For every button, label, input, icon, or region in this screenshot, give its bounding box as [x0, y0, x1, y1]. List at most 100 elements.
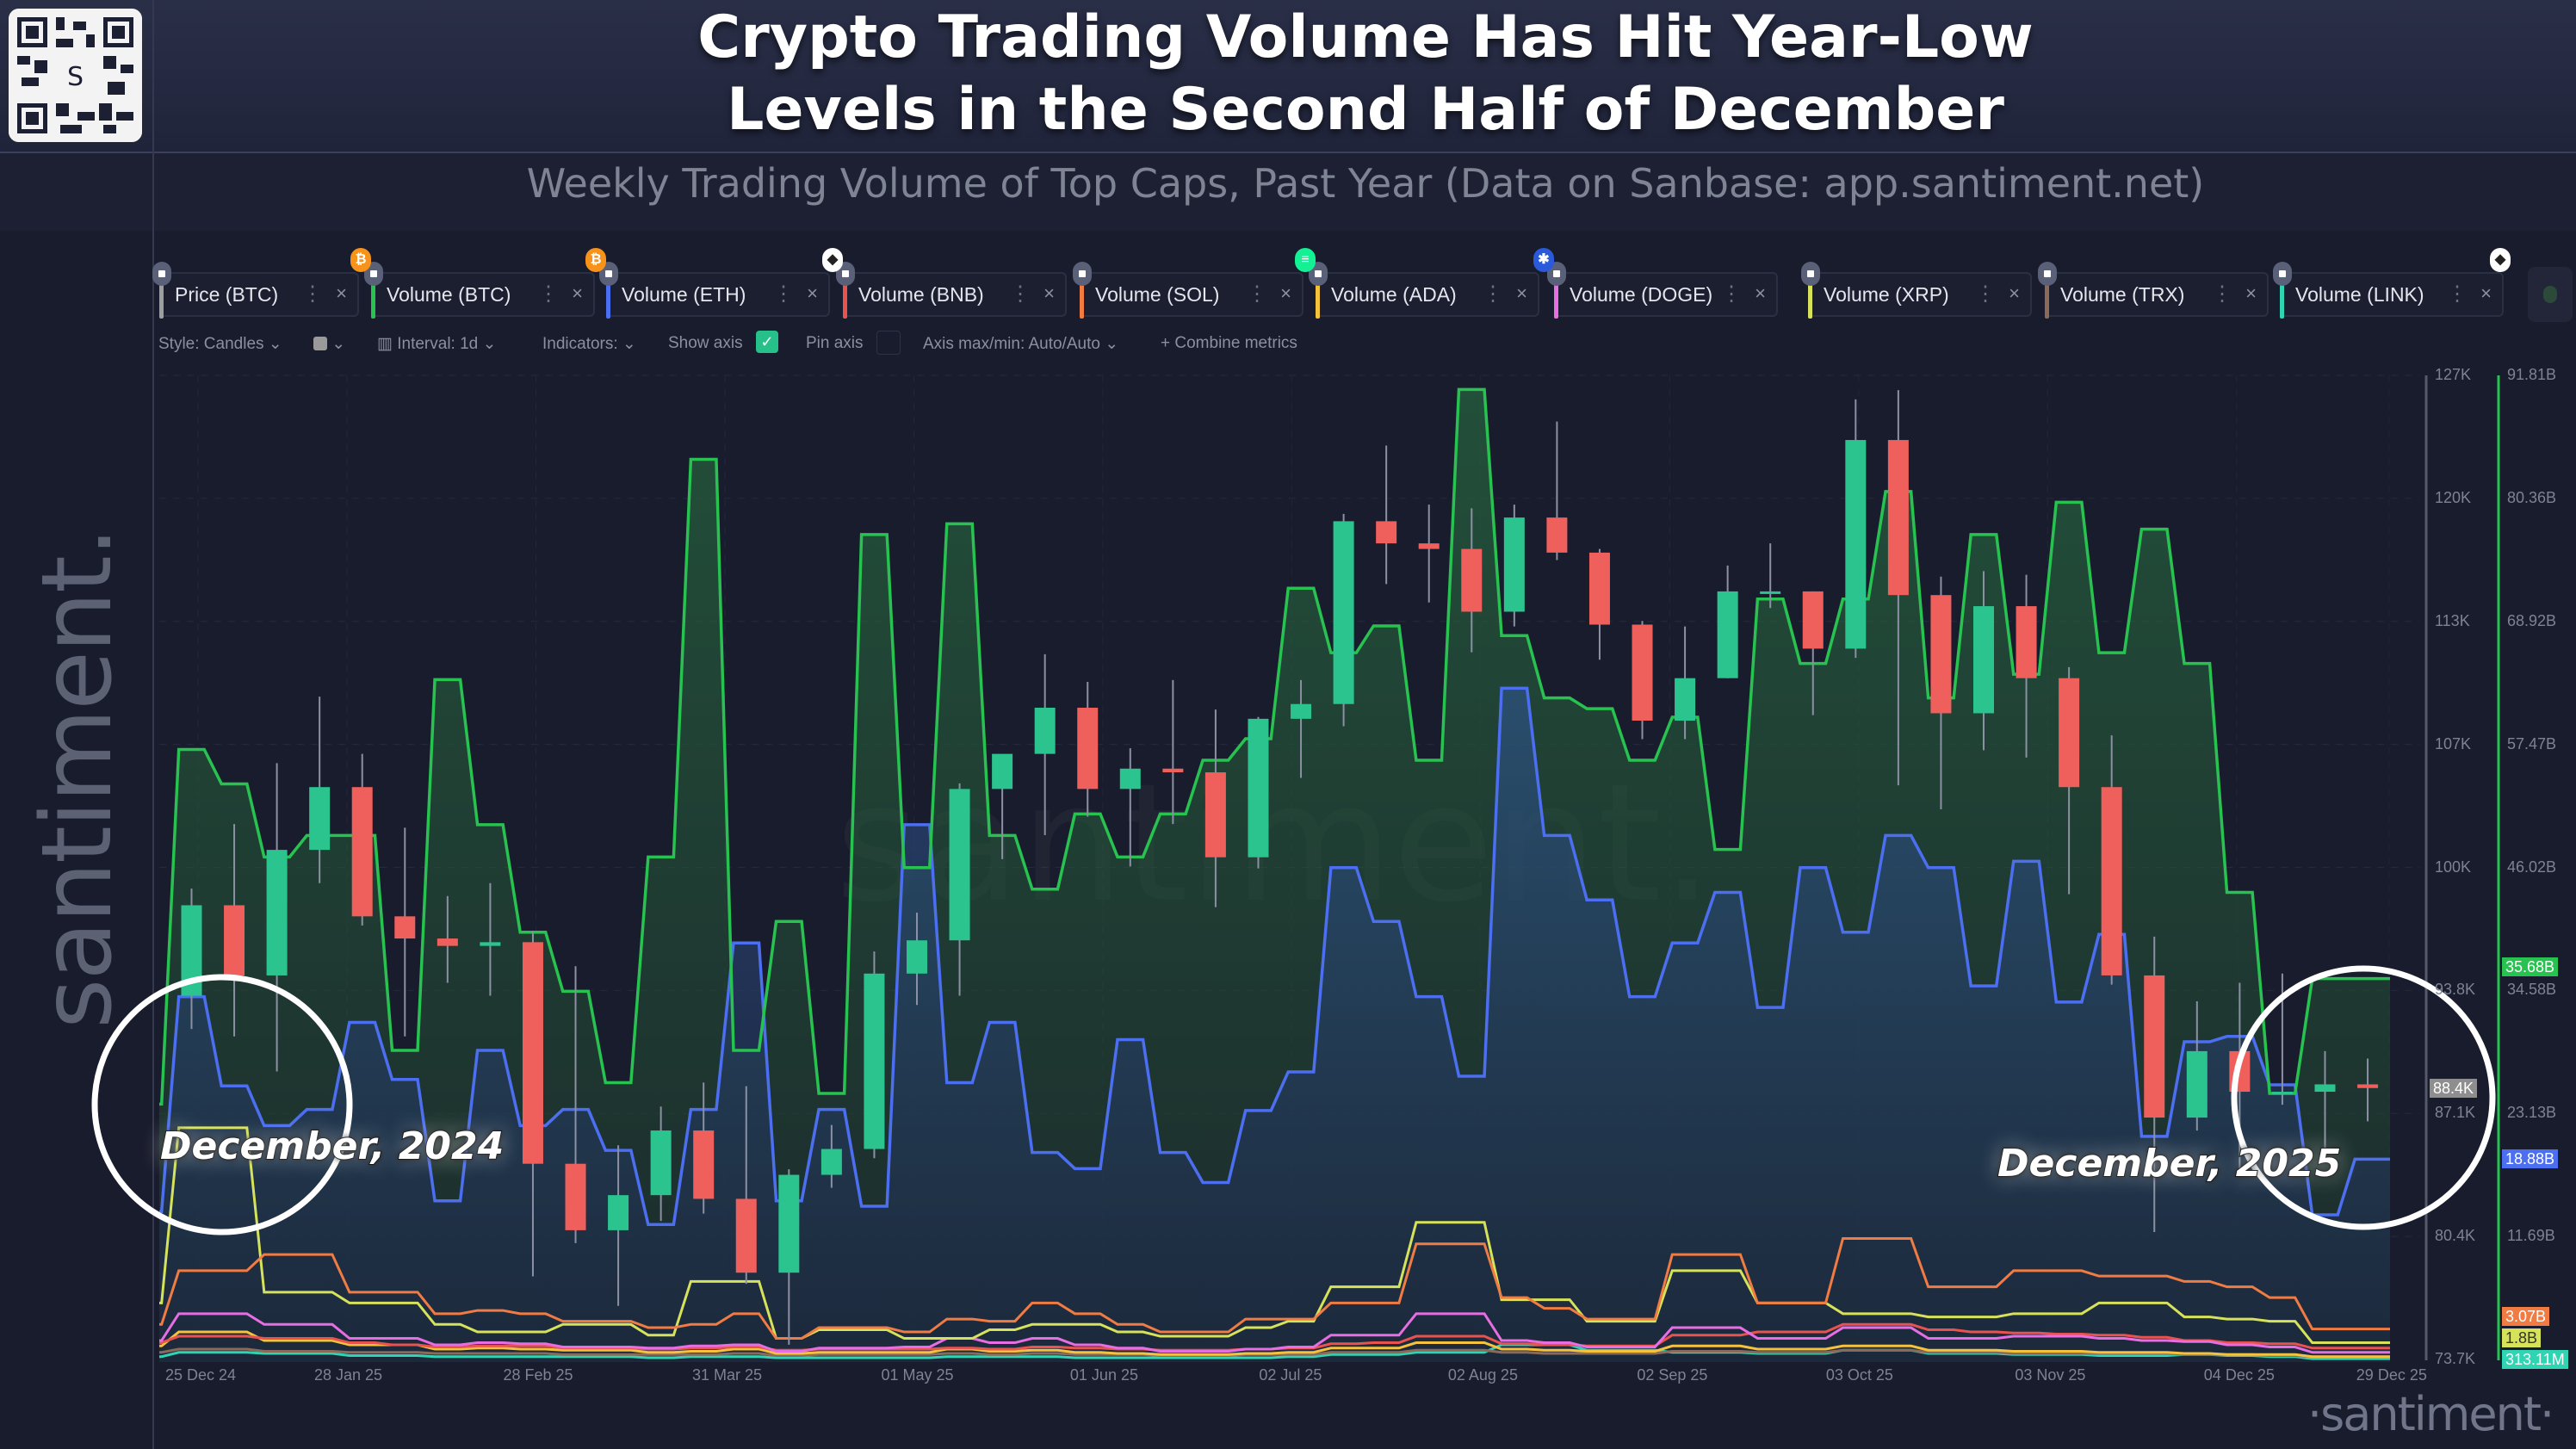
metric-tab-volume-xrp[interactable]: Volume (XRP) ⋮ ×: [1801, 262, 2032, 319]
bitcoin-icon: ₿: [350, 248, 371, 272]
price-tick-label: 127K: [2435, 366, 2472, 383]
pin-axis-checkbox[interactable]: [876, 331, 901, 355]
more-options-icon[interactable]: ⋮: [2212, 282, 2232, 306]
more-options-icon[interactable]: ⋮: [1010, 282, 1031, 306]
price-tick-label: 87.1K: [2435, 1104, 2476, 1122]
metric-tab-volume-btc[interactable]: Volume (BTC) ⋮ ×: [364, 262, 595, 319]
more-options-icon[interactable]: ⋮: [773, 282, 794, 306]
x-tick-label: 01 May 25: [881, 1366, 954, 1384]
candle-body: [693, 1130, 715, 1199]
price-candle: [1632, 621, 1653, 740]
x-tick-label: 01 Jun 25: [1069, 1366, 1138, 1384]
metric-tab-volume-ada[interactable]: Volume (ADA) ⋮ ×: [1309, 262, 1539, 319]
price-candle: [1418, 505, 1440, 603]
metric-tab-volume-link[interactable]: Volume (LINK) ⋮ ×: [2273, 262, 2504, 319]
chart-title-line1: Crypto Trading Volume Has Hit Year-Low: [697, 3, 2034, 71]
price-last-value-tag: 88.4K: [2430, 1078, 2478, 1098]
candle-body: [1845, 440, 1867, 649]
price-candle: [437, 895, 458, 983]
axis-maxmin-dropdown[interactable]: Axis max/min: Auto/Auto ⌄: [923, 335, 1119, 353]
metric-tab-volume-trx[interactable]: Volume (TRX) ⋮ ×: [2038, 262, 2269, 319]
price-candle: [1077, 681, 1099, 817]
metric-tab-volume-sol[interactable]: Volume (SOL) ⋮ ×: [1073, 262, 1303, 319]
price-candle: [394, 827, 416, 1037]
close-icon[interactable]: ×: [807, 282, 818, 304]
price-candle: [1333, 513, 1354, 727]
metric-tab-volume-eth[interactable]: Volume (ETH) ⋮ ×: [599, 262, 830, 319]
more-options-icon[interactable]: ⋮: [2447, 282, 2468, 306]
candle-body: [1760, 591, 1781, 594]
style-dropdown[interactable]: Style: Candles ⌄: [158, 335, 282, 353]
price-candle: [949, 783, 970, 996]
more-options-icon[interactable]: ⋮: [1483, 282, 1503, 306]
price-candle: [608, 1145, 629, 1306]
show-axis-checkbox[interactable]: ✓: [756, 331, 778, 353]
metrics-toggle-button[interactable]: [2528, 267, 2573, 322]
close-icon[interactable]: ×: [336, 282, 347, 304]
price-tick-label: 80.4K: [2435, 1227, 2476, 1245]
price-candle: [309, 697, 331, 883]
price-candle: [1675, 626, 1696, 740]
combine-metrics-button[interactable]: + Combine metrics: [1161, 334, 1297, 353]
price-candle: [2101, 735, 2122, 985]
candle-body: [1162, 768, 1184, 773]
price-candle: [693, 1082, 715, 1214]
price-candle: [778, 1169, 800, 1345]
close-icon[interactable]: ×: [1516, 282, 1527, 304]
close-icon[interactable]: ×: [2480, 282, 2492, 304]
candle-body: [1930, 595, 1952, 714]
volume-tick-label: 23.13B: [2507, 1104, 2557, 1122]
more-options-icon[interactable]: ⋮: [1247, 282, 1267, 306]
close-icon[interactable]: ×: [1043, 282, 1055, 304]
volume-last-value-tag: 1.8B: [2502, 1328, 2542, 1347]
candle-body: [608, 1195, 629, 1230]
price-tick-label: 93.8K: [2435, 981, 2476, 999]
volume-tick-label: 68.92B: [2507, 611, 2557, 629]
qr-code-icon: S: [9, 9, 142, 142]
price-candle: [2059, 666, 2080, 895]
candle-body: [2314, 1084, 2336, 1093]
price-candle: [522, 931, 543, 1277]
price-candle: [2357, 1058, 2379, 1122]
price-candle: [735, 1086, 757, 1285]
show-axis-label: Show axis: [668, 334, 743, 352]
color-dropdown[interactable]: ⌄: [313, 334, 345, 354]
highlight-circle-2024: [91, 974, 353, 1235]
indicators-label: Indicators:: [542, 335, 618, 353]
more-options-icon[interactable]: ⋮: [302, 282, 323, 306]
candle-body: [650, 1130, 672, 1196]
volume-tick-label: 57.47B: [2507, 734, 2557, 752]
metric-tab-price-btc[interactable]: Price (BTC) ⋮ ×: [152, 262, 359, 319]
candle-body: [394, 916, 416, 939]
interval-dropdown[interactable]: ▥ Interval: 1d ⌄: [377, 335, 497, 353]
x-tick-label: 02 Aug 25: [1447, 1366, 1518, 1384]
close-icon[interactable]: ×: [572, 282, 583, 304]
plus-icon: +: [1161, 334, 1171, 352]
lock-icon: [2038, 262, 2057, 286]
header-band: [0, 0, 2576, 153]
chart-title-line2: Levels in the Second Half of December: [727, 76, 2004, 144]
style-label: Style: Candles: [158, 335, 264, 353]
indicators-dropdown[interactable]: Indicators: ⌄: [542, 335, 636, 353]
candle-body: [1588, 552, 1610, 625]
lock-icon: [152, 262, 171, 286]
metric-tab-volume-bnb[interactable]: Volume (BNB) ⋮ ×: [836, 262, 1067, 319]
calendar-icon: ▥: [377, 335, 393, 353]
metric-tab-volume-doge[interactable]: Volume (DOGE) ⋮ ×: [1547, 262, 1778, 319]
candle-body: [2271, 1092, 2293, 1095]
candle-body: [309, 787, 331, 851]
candle-body: [1034, 708, 1056, 754]
close-icon[interactable]: ×: [2245, 282, 2257, 304]
close-icon[interactable]: ×: [2009, 282, 2020, 304]
candle-body: [1802, 591, 1824, 649]
close-icon[interactable]: ×: [1755, 282, 1766, 304]
more-options-icon[interactable]: ⋮: [538, 282, 559, 306]
close-icon[interactable]: ×: [1280, 282, 1291, 304]
more-options-icon[interactable]: ⋮: [1721, 282, 1742, 306]
price-candle: [2186, 1000, 2208, 1131]
candle-body: [1077, 708, 1099, 790]
more-options-icon[interactable]: ⋮: [1975, 282, 1996, 306]
price-candle: [1802, 591, 1824, 715]
metric-color-bar: [606, 279, 610, 319]
